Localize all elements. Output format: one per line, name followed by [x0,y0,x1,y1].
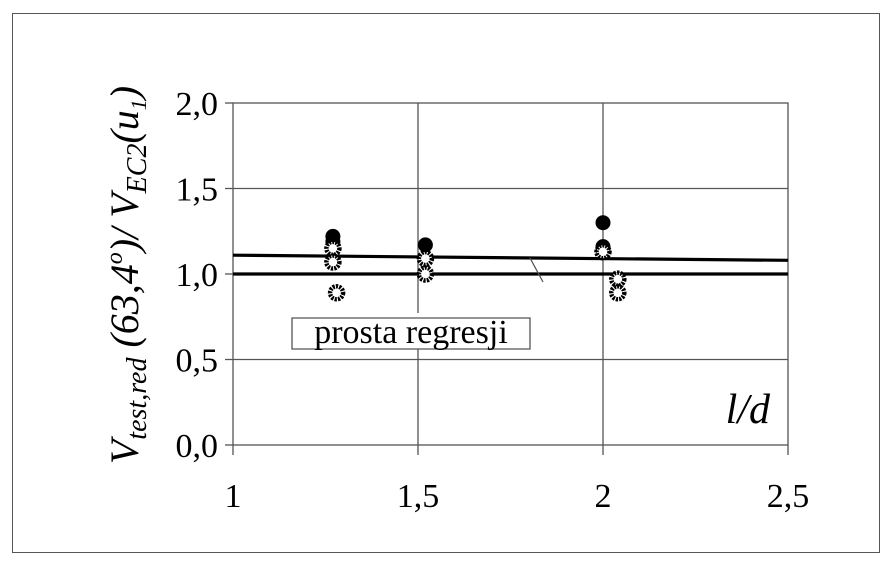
point-open [327,284,346,302]
ylabel-sub1: test,red [122,357,153,440]
point-open [324,239,342,258]
point-open [416,249,435,268]
point-open [609,270,627,288]
tick-labels: 0,0 0,5 1,0 1,5 2,0 1 1,5 2 2,5 [176,86,810,515]
annotation-box [292,313,530,349]
grid [225,102,789,455]
x-tick-label: 1 [225,478,242,515]
ylabel-sup: o [102,252,128,264]
point-filled [595,215,611,231]
x-tick-label: 1,5 [397,478,440,515]
y-tick-label: 1,5 [176,172,219,209]
ylabel-end: ) [102,86,147,101]
ylabel-mid: (63,4 [102,264,147,357]
y-tick-label: 0,0 [176,428,219,465]
annotation-border [291,317,531,350]
annotation-label: prosta regresji [314,314,508,351]
svg-text:Vtest,red (63,4o)/ VEC2(u1): Vtest,red (63,4o)/ VEC2(u1) [102,86,153,464]
ylabel-sub2: EC2 [122,144,153,195]
point-open [324,253,342,271]
regression-lines [232,253,789,276]
y-tick-label: 1,0 [176,257,219,294]
regression-line [232,253,789,262]
ylabel-main: V [102,435,147,464]
x-tick-label: 2,5 [767,478,810,515]
annotation-leader [529,257,544,283]
point-open [609,284,627,302]
ylabel-mid3: (u [102,110,147,143]
ylabel-sub3: 1 [126,99,151,110]
point-open [594,243,612,261]
ylabel-mid2: )/ V [102,189,147,254]
y-axis-label: Vtest,red (63,4o)/ VEC2(u1) [102,86,153,464]
x-tick-label: 2 [595,478,612,515]
y-tick-label: 2,0 [176,86,219,123]
x-axis-label: l/d [726,387,771,433]
data-points [324,215,627,302]
y-tick-label: 0,5 [176,343,219,380]
figure-frame [12,13,880,553]
point-open [416,265,435,283]
point-filled [417,237,433,253]
